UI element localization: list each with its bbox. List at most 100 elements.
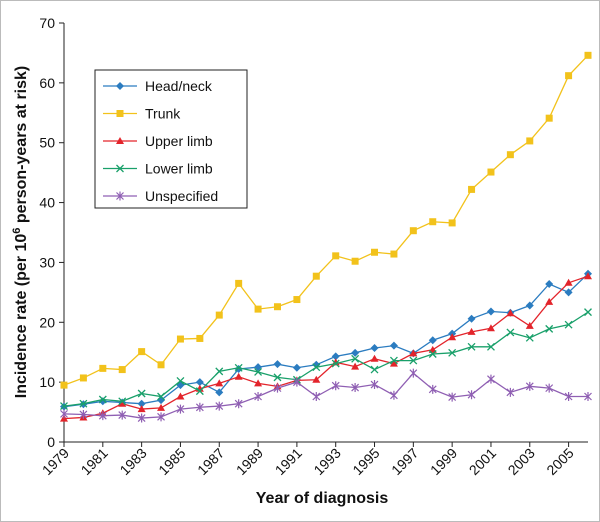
marker [564, 278, 573, 286]
y-axis-label-part: person-years at risk) [13, 66, 30, 228]
marker [118, 399, 127, 407]
marker [389, 356, 398, 365]
marker [370, 344, 379, 353]
marker [526, 137, 534, 145]
marker [545, 114, 553, 122]
legend-marker [116, 164, 124, 173]
marker [545, 279, 554, 288]
marker [312, 272, 320, 280]
marker [565, 72, 573, 80]
series-line [63, 311, 589, 407]
marker [292, 363, 301, 372]
legend-marker [116, 82, 124, 90]
marker [273, 373, 282, 382]
marker [467, 314, 476, 323]
y-tick-label: 70 [39, 15, 55, 31]
y-tick-label: 10 [39, 374, 55, 390]
marker [195, 402, 204, 412]
marker [331, 381, 340, 391]
marker [331, 352, 340, 361]
marker [409, 368, 418, 378]
marker [234, 364, 243, 373]
marker [98, 411, 107, 421]
x-axis-label: Year of diagnosis [256, 490, 389, 507]
y-tick-label: 20 [39, 314, 55, 330]
marker [215, 367, 224, 376]
marker [584, 51, 592, 59]
y-tick-label: 50 [39, 135, 55, 151]
legend-label: Upper limb [145, 133, 213, 149]
marker [196, 334, 204, 342]
marker [584, 272, 592, 280]
marker [525, 381, 534, 391]
y-axis-label: Incidence rate (per 106 person-years at … [11, 66, 30, 399]
marker [234, 363, 243, 372]
marker [428, 384, 437, 394]
marker [448, 333, 457, 341]
marker [157, 403, 166, 411]
marker [176, 392, 185, 400]
marker [351, 348, 360, 357]
marker [234, 399, 243, 409]
marker [157, 361, 165, 369]
marker [351, 362, 360, 370]
marker [370, 354, 379, 362]
marker [254, 392, 262, 402]
marker [98, 395, 107, 404]
marker [273, 383, 282, 393]
marker [487, 342, 495, 351]
marker [312, 375, 321, 383]
marker [118, 397, 127, 406]
marker [409, 349, 418, 357]
marker [448, 348, 457, 357]
marker [157, 392, 165, 401]
marker [467, 342, 476, 351]
marker [448, 219, 456, 227]
marker [351, 354, 360, 363]
marker [331, 359, 340, 368]
marker [176, 335, 184, 343]
marker [137, 413, 146, 423]
marker [312, 363, 321, 372]
series-line [63, 372, 588, 419]
marker [195, 387, 204, 396]
marker [60, 409, 68, 419]
marker [487, 374, 495, 384]
legend-marker [116, 137, 124, 144]
marker [332, 252, 340, 260]
marker [409, 227, 417, 235]
marker [79, 409, 88, 419]
marker [195, 378, 204, 387]
marker [564, 320, 573, 329]
marker [486, 307, 495, 316]
legend-marker [116, 110, 124, 117]
marker [215, 388, 224, 397]
y-tick-label: 60 [39, 75, 55, 91]
marker [486, 324, 495, 332]
marker [157, 412, 165, 422]
marker [273, 303, 281, 311]
marker [312, 392, 321, 402]
series-line [63, 275, 589, 420]
y-tick-label: 40 [39, 195, 55, 211]
marker [506, 151, 514, 159]
marker [99, 364, 107, 372]
marker [176, 404, 185, 414]
marker [468, 185, 476, 193]
marker [564, 392, 573, 402]
marker [584, 308, 592, 317]
marker [118, 366, 126, 374]
marker [525, 321, 534, 329]
marker [79, 399, 88, 408]
marker [273, 360, 282, 369]
marker [467, 390, 476, 400]
marker [390, 390, 398, 400]
marker [545, 324, 554, 333]
marker [371, 248, 379, 256]
legend-label: Unspecified [145, 188, 218, 204]
marker [137, 389, 146, 398]
marker [138, 348, 146, 356]
marker [351, 383, 360, 393]
marker [293, 296, 301, 304]
